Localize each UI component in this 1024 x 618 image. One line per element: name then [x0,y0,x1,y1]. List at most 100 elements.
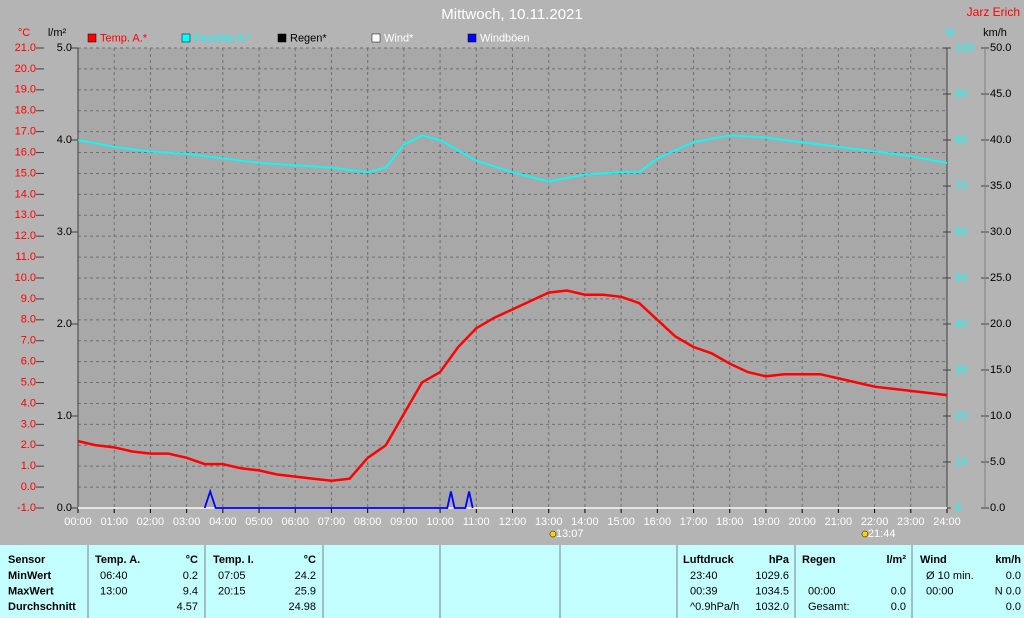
x-tick-label: 22:00 [861,516,889,528]
table-header: °C [304,554,316,566]
table-header: Temp. A. [95,554,140,566]
table-header: Wind [920,554,947,566]
table-header: °C [186,554,198,566]
table-cell: 00:00 [926,585,954,597]
table-cell: 0.0 [891,601,906,613]
table-header: Regen [802,554,836,566]
table-cell: 0.0 [1006,601,1021,613]
table-cell: N 0.0 [995,585,1021,597]
y-tick-label: 40.0 [990,134,1011,146]
y-tick-label: 25.0 [990,272,1011,284]
y-tick-label: 0.0 [990,502,1005,514]
table-cell: Gesamt: [808,601,850,613]
y-tick-label: 10.0 [15,272,36,284]
x-tick-label: 04:00 [209,516,237,528]
y-tick-label: 3.0 [57,226,72,238]
x-tick-label: 12:00 [499,516,527,528]
table-header: Temp. I. [213,554,254,566]
x-tick-label: 07:00 [318,516,346,528]
y-tick-label: 20.0 [15,63,36,75]
y-tick-label: 30.0 [990,226,1011,238]
y-tick-label: 90 [955,88,967,100]
table-cell: 9.4 [183,585,198,597]
y-tick-label: -1.0 [17,502,36,514]
table-cell: 00:00 [808,585,836,597]
x-tick-label: 17:00 [680,516,708,528]
y-tick-label: 15.0 [990,364,1011,376]
table-cell: 1032.0 [755,601,789,613]
y-tick-label: 18.0 [15,105,36,117]
y-tick-label: 5.0 [21,376,36,388]
annotation: 21:44 [868,528,896,540]
legend-swatch [87,33,97,43]
x-tick-label: 20:00 [788,516,816,528]
table-cell: 24.98 [288,601,316,613]
y-tick-label: 100 [955,42,973,54]
y-tick-label: 60 [955,226,967,238]
axis-unit: % [945,27,955,39]
y-tick-label: 15.0 [15,167,36,179]
x-tick-label: 15:00 [607,516,635,528]
x-tick-label: 02:00 [137,516,165,528]
y-tick-label: 40 [955,318,967,330]
y-tick-label: 21.0 [15,42,36,54]
table-cell: 1034.5 [755,585,789,597]
y-tick-label: 30 [955,364,967,376]
y-tick-label: 1.0 [57,410,72,422]
y-tick-label: 70 [955,180,967,192]
y-tick-label: 5.0 [57,42,72,54]
x-tick-label: 24:00 [933,516,961,528]
axis-unit: km/h [983,27,1007,39]
x-tick-label: 19:00 [752,516,780,528]
y-tick-label: 10 [955,456,967,468]
y-tick-label: 16.0 [15,146,36,158]
y-tick-label: 2.0 [21,439,36,451]
legend-label: Windböen [480,32,530,44]
y-tick-label: 0.0 [21,481,36,493]
table-cell: ^0.9hPa/h [690,601,739,613]
x-tick-label: 05:00 [245,516,273,528]
table-cell: 13:00 [100,585,128,597]
y-tick-label: 20 [955,410,967,422]
legend-label: Temp. A.* [100,32,148,44]
author: Jarz Erich [967,5,1020,19]
legend-label: Wind* [384,32,414,44]
series-line [203,488,474,509]
legend-label: Feuchte A.* [194,32,252,44]
stats-table: Sensor Temp. A. °C Temp. I. °C Luftdruck hPa Re… [8,545,1021,618]
table-cell: 07:05 [218,570,246,582]
table-cell: 24.2 [295,570,316,582]
table-cell: 1029.6 [755,570,789,582]
table-cell: 06:40 [100,570,128,582]
y-tick-label: 3.0 [21,418,36,430]
table-cell: 0.0 [1006,570,1021,582]
y-tick-label: 17.0 [15,126,36,138]
y-tick-label: 14.0 [15,188,36,200]
y-tick-label: 2.0 [57,318,72,330]
x-tick-label: 11:00 [463,516,490,528]
x-tick-label: 23:00 [897,516,925,528]
x-tick-label: 06:00 [281,516,309,528]
x-tick-label: 03:00 [173,516,201,528]
y-tick-label: 8.0 [21,314,36,326]
y-tick-label: 50.0 [990,42,1011,54]
x-tick-label: 00:00 [64,516,92,528]
y-tick-label: 13.0 [15,209,36,221]
y-tick-label: 80 [955,134,967,146]
table-bg [0,545,1024,618]
table-cell: 23:40 [690,570,718,582]
legend-swatch [181,33,191,43]
table-cell: 0.0 [891,585,906,597]
y-tick-label: 0.0 [57,502,72,514]
sun-icon [549,530,557,538]
table-header: Sensor [8,554,46,566]
table-header: km/h [995,554,1021,566]
legend-swatch [467,33,477,43]
y-tick-label: 12.0 [15,230,36,242]
y-tick-label: 1.0 [21,460,36,472]
x-tick-label: 10:00 [426,516,454,528]
x-tick-label: 14:00 [571,516,599,528]
sun-icon [861,530,869,538]
y-tick-label: 35.0 [990,180,1011,192]
